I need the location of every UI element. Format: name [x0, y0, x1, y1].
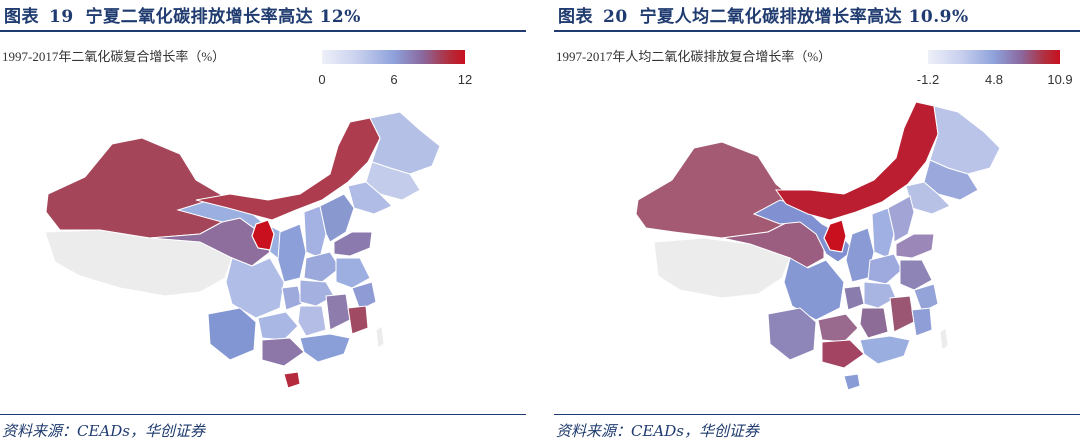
china-choropleth-map — [635, 101, 1001, 391]
region-hainan — [843, 373, 861, 391]
region-shanxi — [303, 205, 327, 259]
region-jiangsu-anhui — [899, 259, 933, 291]
figure-19-panel: 图表 19 宁夏二氧化碳排放增长率高达 12% 1997-2017年二氧化碳复合增长… — [0, 0, 526, 441]
region-henan — [303, 251, 341, 283]
region-zhejiang — [351, 281, 377, 311]
region-hainan — [283, 371, 301, 389]
region-jiangxi — [889, 295, 915, 333]
region-jiangxi — [325, 293, 351, 331]
region-taiwan — [375, 325, 385, 349]
region-hunan — [297, 305, 327, 337]
color-scale-legend — [322, 50, 465, 64]
source-note: 资料来源：CEADs，华创证券 — [556, 422, 759, 440]
legend-tick-max: 10.9 — [1047, 72, 1073, 87]
region-jiangsu-anhui — [335, 257, 371, 289]
region-henan — [867, 253, 903, 285]
legend-subtitle: 1997-2017年二氧化碳复合增长率（%） — [2, 49, 226, 64]
region-shanxi — [871, 207, 895, 259]
footer-divider — [554, 414, 1080, 415]
region-heilongjiang — [929, 105, 1001, 175]
color-scale-legend — [928, 50, 1060, 64]
legend-tick-mid: 4.8 — [984, 72, 1004, 87]
legend-tick-min: 0 — [318, 72, 326, 87]
region-guangxi — [261, 337, 305, 367]
title-divider — [0, 30, 526, 32]
region-yunnan — [767, 307, 817, 361]
region-chongqing — [281, 285, 303, 311]
region-hubei — [863, 281, 897, 309]
figure-number: 20 — [603, 7, 628, 27]
region-guangdong — [299, 333, 351, 363]
region-xinjiang — [45, 137, 239, 239]
figure-20-title: 图表 20 宁夏人均二氧化碳排放增长率高达 10.9% — [558, 2, 969, 27]
region-shandong — [895, 233, 935, 259]
region-taiwan — [939, 327, 949, 351]
figure-prefix: 图表 — [558, 7, 593, 27]
region-yunnan — [207, 307, 257, 361]
region-ningxia — [251, 219, 275, 251]
region-sichuan — [225, 257, 285, 319]
region-guangxi — [821, 339, 865, 369]
region-xinjiang — [635, 141, 799, 239]
region-zhejiang — [913, 283, 939, 313]
region-hubei — [299, 279, 335, 307]
region-hebei — [887, 195, 915, 243]
region-guizhou — [257, 311, 299, 341]
figure-20-panel: 图表 20 宁夏人均二氧化碳排放增长率高达 10.9% 1997-2017年人均二氧… — [554, 0, 1080, 441]
figure-prefix: 图表 — [4, 7, 39, 27]
region-hebei — [319, 193, 355, 243]
figure-19-title: 图表 19 宁夏二氧化碳排放增长率高达 12% — [4, 2, 361, 27]
figure-number: 19 — [49, 7, 74, 27]
figure-title-text: 宁夏人均二氧化碳排放增长率高达 10.9% — [639, 7, 969, 27]
region-shaanxi — [277, 223, 307, 283]
title-divider — [554, 30, 1080, 32]
footer-divider — [0, 414, 526, 415]
legend-tick-max: 12 — [457, 72, 473, 87]
region-shandong — [333, 231, 373, 257]
source-note: 资料来源：CEADs，华创证券 — [2, 422, 205, 440]
region-tibet — [653, 237, 791, 299]
region-chongqing — [843, 285, 865, 311]
region-inner-mongolia — [195, 117, 381, 221]
region-fujian — [347, 305, 369, 335]
region-hunan — [859, 307, 889, 339]
region-ningxia — [823, 219, 847, 253]
region-guangdong — [859, 335, 911, 365]
figure-title-text: 宁夏二氧化碳排放增长率高达 12% — [85, 7, 361, 27]
china-choropleth-map — [44, 111, 441, 389]
region-sichuan — [783, 257, 845, 321]
legend-tick-min: -1.2 — [916, 72, 940, 87]
legend-subtitle: 1997-2017年人均二氧化碳排放复合增长率（%） — [556, 49, 832, 64]
legend-tick-mid: 6 — [390, 72, 398, 87]
region-fujian — [911, 307, 933, 337]
region-heilongjiang — [369, 111, 441, 175]
region-guizhou — [817, 313, 859, 343]
